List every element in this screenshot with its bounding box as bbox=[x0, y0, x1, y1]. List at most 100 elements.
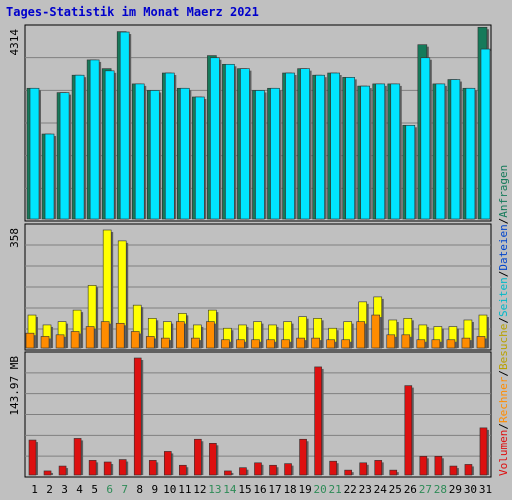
bar-volumen bbox=[88, 460, 97, 476]
bar-rechner bbox=[251, 339, 260, 349]
x-tick-label: 26 bbox=[404, 483, 417, 496]
bar-volumen bbox=[359, 462, 368, 476]
panel-volume bbox=[24, 351, 492, 478]
x-tick-label: 11 bbox=[178, 483, 191, 496]
bar-volumen bbox=[43, 470, 52, 476]
bar-volumen bbox=[254, 462, 262, 476]
legend-volumen: Volumen bbox=[497, 430, 510, 476]
bar-seiten bbox=[59, 92, 70, 220]
x-tick-label: 8 bbox=[136, 483, 143, 496]
bar-rechner bbox=[25, 332, 35, 349]
bar-rechner bbox=[176, 321, 185, 349]
bar-volumen bbox=[479, 427, 488, 476]
bar-volumen bbox=[133, 357, 142, 476]
bar-rechner bbox=[461, 337, 471, 349]
x-tick-label: 15 bbox=[238, 483, 251, 496]
bar-rechner bbox=[85, 326, 95, 349]
bar-seiten bbox=[255, 90, 265, 220]
bar-seiten bbox=[450, 79, 461, 220]
x-tick-label: 27 bbox=[419, 483, 432, 496]
legend-dateien: Dateien bbox=[497, 224, 510, 270]
bar-volumen bbox=[314, 366, 322, 476]
bar-seiten bbox=[74, 74, 85, 220]
x-tick-label: 18 bbox=[283, 483, 296, 496]
bar-rechner bbox=[401, 334, 411, 349]
bar-rechner bbox=[386, 334, 396, 349]
bar-seiten bbox=[330, 72, 340, 220]
bar-rechner bbox=[431, 339, 441, 349]
bar-volumen bbox=[299, 438, 307, 476]
bar-rechner bbox=[70, 331, 80, 349]
bar-volumen bbox=[344, 469, 352, 476]
bar-volumen bbox=[464, 464, 473, 476]
bar-rechner bbox=[115, 322, 125, 349]
bar-volumen bbox=[284, 463, 292, 476]
bar-seiten bbox=[164, 72, 175, 220]
bar-rechner bbox=[476, 336, 486, 349]
legend-separator: / bbox=[497, 370, 510, 377]
x-tick-label: 5 bbox=[91, 483, 98, 496]
bar-volumen bbox=[389, 469, 398, 476]
legend-separator: / bbox=[497, 218, 510, 225]
bar-seiten bbox=[480, 48, 491, 220]
bar-rechner bbox=[446, 339, 456, 349]
bar-rechner bbox=[100, 321, 110, 349]
x-tick-label: 9 bbox=[151, 483, 158, 496]
legend-separator: / bbox=[497, 317, 510, 324]
bar-seiten bbox=[119, 31, 130, 220]
legend-anfragen: Anfragen bbox=[497, 165, 510, 218]
x-tick-label: 25 bbox=[389, 483, 402, 496]
bar-volumen bbox=[374, 460, 383, 476]
bar-rechner bbox=[145, 336, 155, 349]
bar-seiten bbox=[285, 72, 295, 220]
legend-separator: / bbox=[497, 271, 510, 278]
y-max-label-middle: 358 bbox=[8, 228, 21, 248]
bar-seiten bbox=[405, 125, 416, 220]
bar-seiten bbox=[345, 77, 355, 220]
bar-rechner bbox=[206, 321, 215, 349]
bar-rechner bbox=[371, 314, 381, 349]
bar-seiten bbox=[360, 85, 371, 220]
legend-seiten: Seiten bbox=[497, 277, 510, 317]
bar-volumen bbox=[269, 464, 277, 476]
bar-seiten bbox=[420, 57, 431, 220]
bar-rechner bbox=[221, 339, 230, 349]
x-tick-label: 29 bbox=[449, 483, 462, 496]
bar-volumen bbox=[209, 443, 217, 476]
bar-rechner bbox=[236, 339, 245, 349]
y-max-label-top: 4314 bbox=[8, 29, 21, 56]
bar-rechner bbox=[296, 337, 305, 349]
bar-seiten bbox=[89, 59, 100, 220]
bar-rechner bbox=[281, 339, 290, 349]
bar-rechner bbox=[326, 339, 335, 349]
x-tick-label: 12 bbox=[193, 483, 206, 496]
bar-rechner bbox=[130, 331, 140, 349]
bar-volumen bbox=[118, 459, 127, 476]
bar-volumen bbox=[148, 460, 157, 476]
x-tick-label: 28 bbox=[434, 483, 447, 496]
x-tick-label: 20 bbox=[314, 483, 327, 496]
bar-seiten bbox=[104, 70, 115, 220]
panel-requests-pages bbox=[24, 24, 492, 222]
bar-rechner bbox=[266, 339, 275, 349]
bar-rechner bbox=[311, 337, 320, 349]
bar-seiten bbox=[225, 63, 235, 220]
y-max-label-bottom: 143.97 MB bbox=[8, 356, 21, 416]
x-tick-label: 21 bbox=[329, 483, 342, 496]
bar-volumen bbox=[419, 456, 428, 476]
x-tick-label: 14 bbox=[223, 483, 237, 496]
bar-seiten bbox=[315, 74, 325, 220]
bar-volumen bbox=[194, 438, 202, 476]
bar-rechner bbox=[40, 336, 50, 349]
x-tick-label: 30 bbox=[464, 483, 477, 496]
bar-seiten bbox=[210, 57, 220, 220]
x-tick-label: 2 bbox=[46, 483, 53, 496]
x-tick-label: 31 bbox=[479, 483, 492, 496]
bar-volumen bbox=[404, 385, 413, 476]
x-tick-label: 24 bbox=[374, 483, 388, 496]
bar-rechner bbox=[356, 321, 366, 349]
x-tick-label: 17 bbox=[268, 483, 281, 496]
bar-seiten bbox=[29, 87, 40, 220]
x-tick-label: 7 bbox=[121, 483, 128, 496]
bar-seiten bbox=[134, 83, 145, 220]
